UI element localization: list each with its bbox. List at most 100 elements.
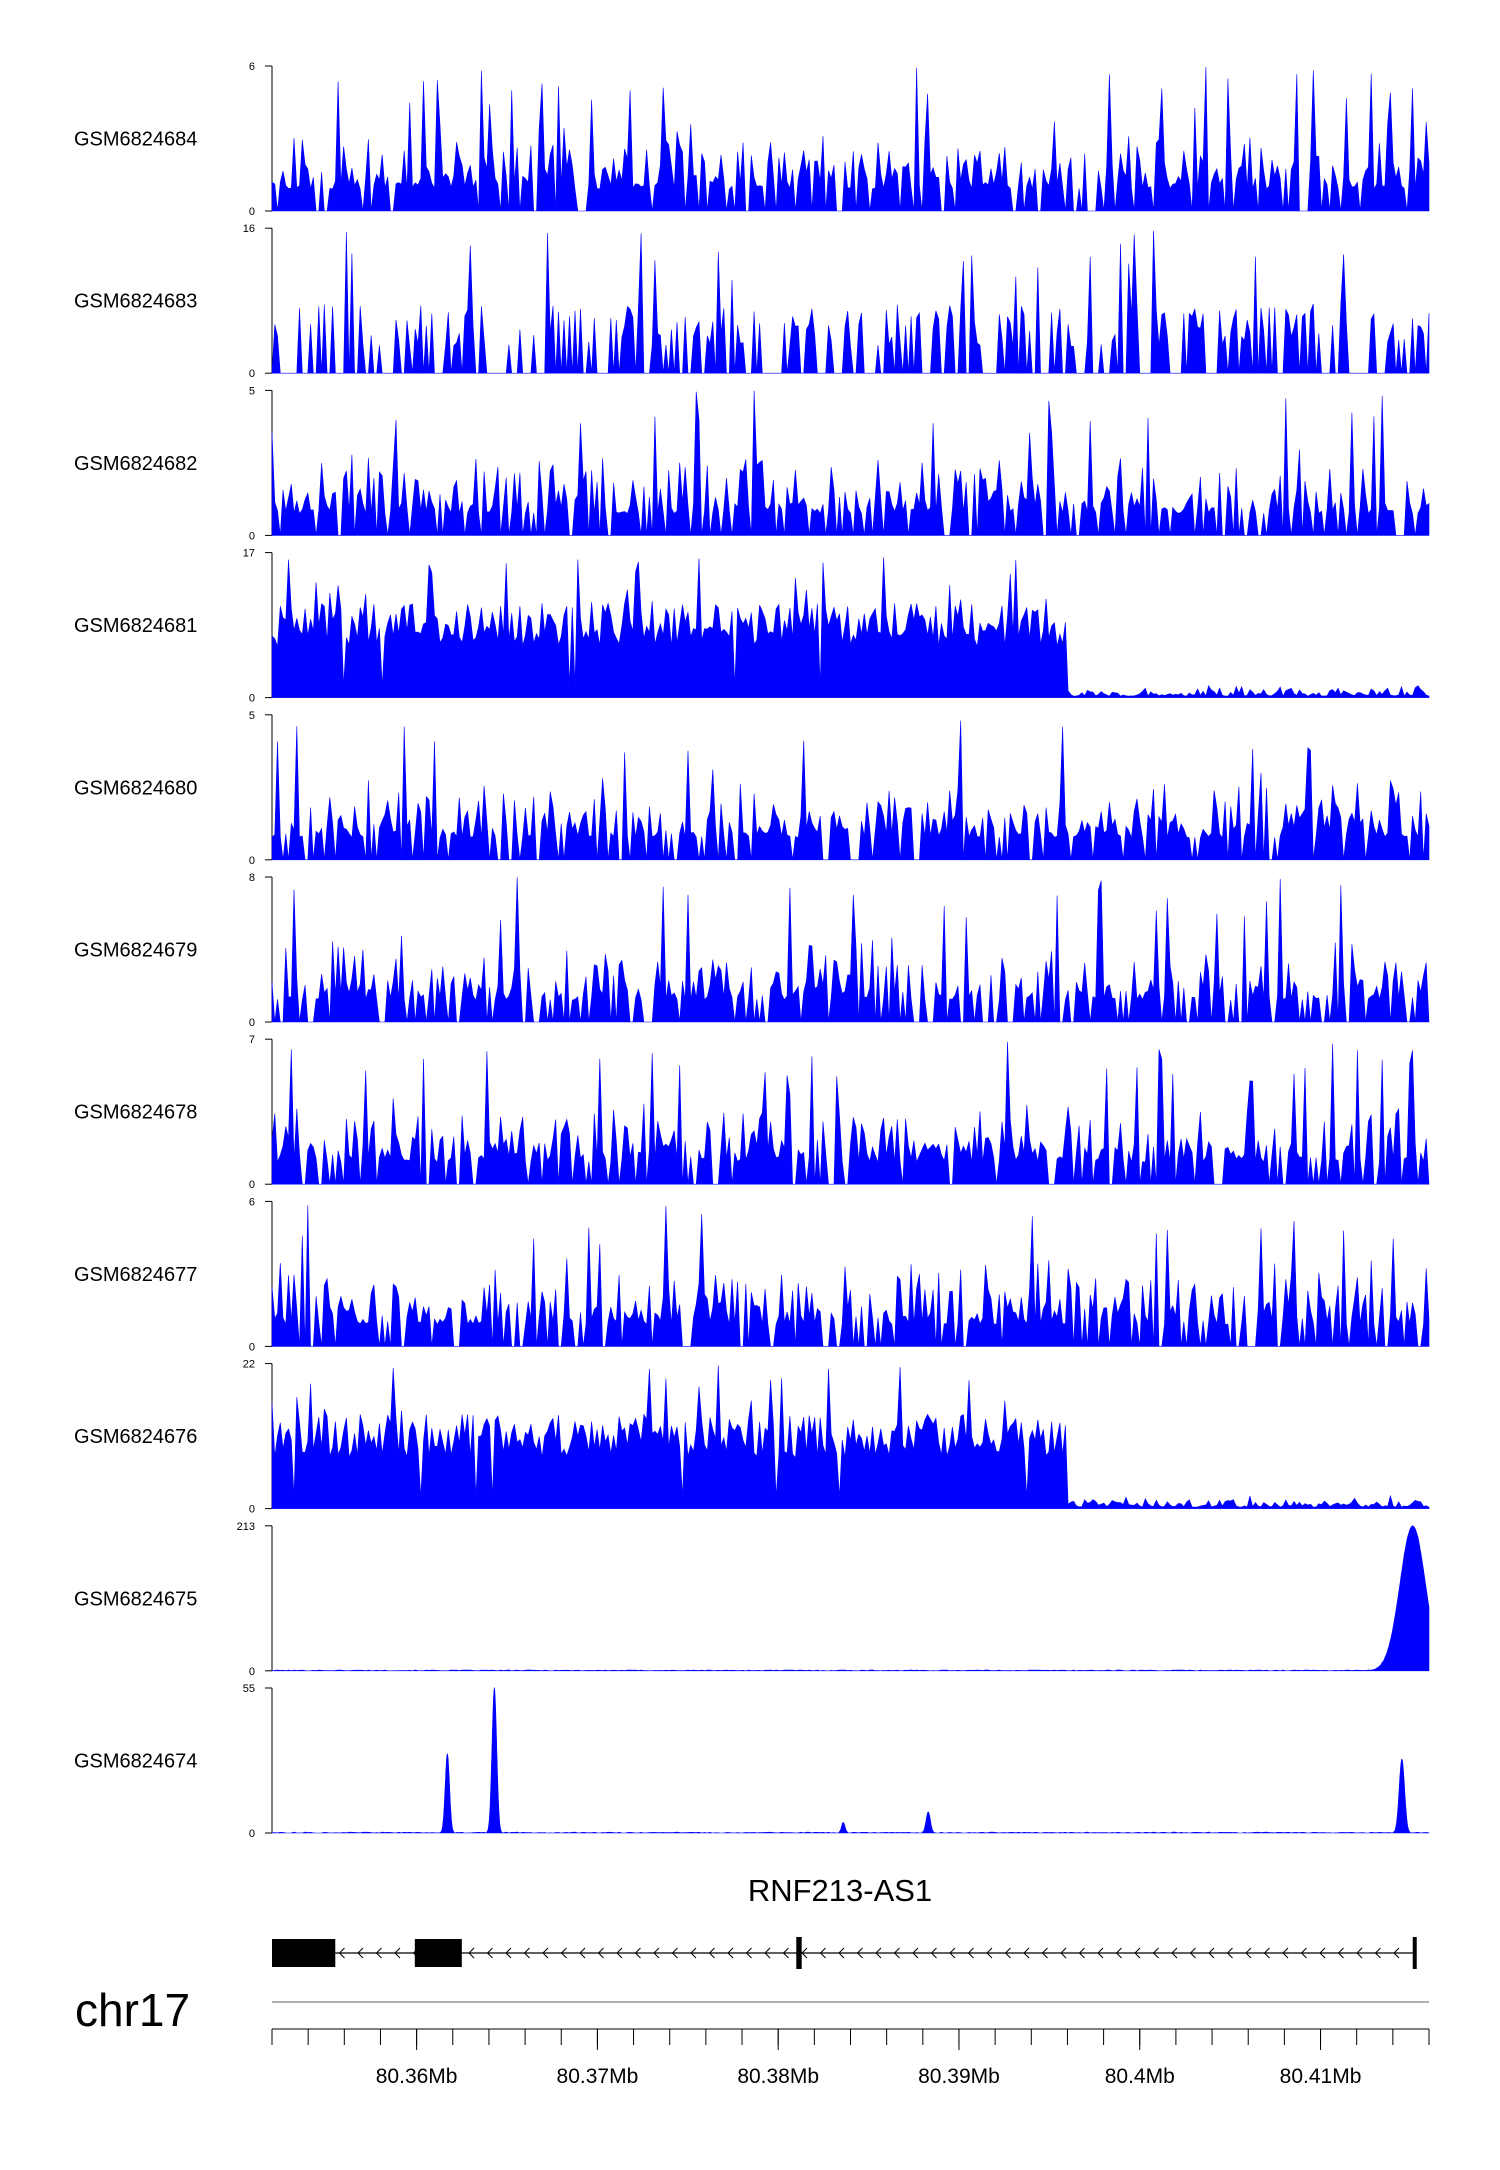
strand-arrow <box>764 1947 771 1959</box>
strand-arrow <box>708 1947 715 1959</box>
y-axis-min-label: 0 <box>249 530 255 542</box>
strand-arrow <box>782 1947 789 1959</box>
strand-arrow <box>634 1947 641 1959</box>
tick-label: 80.38Mb <box>737 2065 819 2088</box>
strand-arrow <box>986 1947 993 1959</box>
track-label: GSM6824674 <box>74 1751 197 1773</box>
strand-arrow <box>912 1947 919 1959</box>
y-axis-max-label: 7 <box>249 1034 255 1046</box>
strand-arrow <box>1319 1947 1326 1959</box>
tick-label: 80.41Mb <box>1280 2065 1362 2088</box>
strand-arrow <box>1134 1947 1141 1959</box>
track-GSM6824676: GSM6824676 22 0 <box>74 1359 1430 1516</box>
strand-arrow <box>375 1947 382 1959</box>
y-axis-max-label: 6 <box>249 61 255 73</box>
signal-area <box>271 66 1430 212</box>
track-GSM6824683: GSM6824683 16 0 <box>74 223 1430 380</box>
strand-arrow <box>394 1947 401 1959</box>
track-label: GSM6824680 <box>74 777 197 799</box>
track-label: GSM6824679 <box>74 940 197 962</box>
track-GSM6824679: GSM6824679 8 0 <box>74 872 1430 1029</box>
strand-arrow <box>1337 1947 1344 1959</box>
gene-name-label: RNF213-AS1 <box>748 1873 932 1908</box>
strand-arrow <box>653 1947 660 1959</box>
strand-arrow <box>1023 1947 1030 1959</box>
strand-arrow <box>523 1947 530 1959</box>
track-label: GSM6824683 <box>74 291 197 313</box>
track-GSM6824678: GSM6824678 7 0 <box>74 1034 1430 1191</box>
y-axis-min-label: 0 <box>249 693 255 705</box>
strand-arrow <box>1263 1947 1270 1959</box>
y-axis-max-label: 16 <box>243 223 255 235</box>
strand-arrow <box>1115 1947 1122 1959</box>
strand-arrow <box>338 1947 345 1959</box>
strand-arrow <box>930 1947 937 1959</box>
signal-area <box>271 1686 1430 1834</box>
strand-arrow <box>597 1947 604 1959</box>
y-axis-min-label: 0 <box>249 206 255 218</box>
strand-arrow <box>616 1947 623 1959</box>
track-label: GSM6824684 <box>74 129 197 151</box>
strand-arrow <box>1245 1947 1252 1959</box>
track-label: GSM6824676 <box>74 1426 197 1448</box>
strand-arrow <box>671 1947 678 1959</box>
signal-area <box>271 390 1430 536</box>
track-label: GSM6824682 <box>74 453 197 475</box>
strand-arrow <box>893 1947 900 1959</box>
strand-arrow <box>542 1947 549 1959</box>
y-axis-max-label: 5 <box>249 710 255 722</box>
y-axis-min-label: 0 <box>249 368 255 380</box>
track-label: GSM6824678 <box>74 1102 197 1124</box>
gene-exon <box>796 1937 802 1969</box>
strand-arrow <box>1356 1947 1363 1959</box>
strand-arrow <box>1189 1947 1196 1959</box>
strand-arrow <box>579 1947 586 1959</box>
strand-arrow <box>690 1947 697 1959</box>
y-axis-max-label: 5 <box>249 385 255 397</box>
signal-area <box>271 1205 1430 1347</box>
gene-exon <box>414 1939 462 1967</box>
strand-arrow <box>1226 1947 1233 1959</box>
strand-arrow <box>357 1947 364 1959</box>
strand-arrow <box>1208 1947 1215 1959</box>
strand-arrow <box>1078 1947 1085 1959</box>
signal-area <box>271 1365 1430 1509</box>
strand-arrow <box>727 1947 734 1959</box>
y-axis-max-label: 17 <box>243 548 255 560</box>
strand-arrow <box>838 1947 845 1959</box>
strand-arrow <box>875 1947 882 1959</box>
signal-area <box>271 230 1430 374</box>
signal-area <box>271 557 1430 698</box>
strand-arrow <box>560 1947 567 1959</box>
signal-area <box>271 877 1430 1023</box>
y-axis-min-label: 0 <box>249 1828 255 1840</box>
strand-arrow <box>1393 1947 1400 1959</box>
track-GSM6824682: GSM6824682 5 0 <box>74 385 1430 542</box>
strand-arrow <box>856 1947 863 1959</box>
chromosome-axis: chr17 80.36Mb 80.37Mb 80.38Mb 80.39Mb 80.4Mb… <box>75 1984 1430 2088</box>
signal-tracks: GSM682468460GSM6824683160GSM682468250GSM… <box>74 61 1430 1840</box>
gene-annotation-track: RNF213-AS1 <box>272 1873 1417 1969</box>
y-axis-min-label: 0 <box>249 1179 255 1191</box>
strand-arrow <box>967 1947 974 1959</box>
strand-arrow <box>949 1947 956 1959</box>
gene-exon <box>1412 1937 1417 1969</box>
strand-arrow <box>819 1947 826 1959</box>
strand-arrow <box>505 1947 512 1959</box>
strand-arrow <box>1041 1947 1048 1959</box>
track-label: GSM6824681 <box>74 615 197 637</box>
strand-arrow <box>1004 1947 1011 1959</box>
y-axis-max-label: 6 <box>249 1196 255 1208</box>
strand-arrow <box>1300 1947 1307 1959</box>
strand-arrow <box>801 1947 808 1959</box>
y-axis-min-label: 0 <box>249 1341 255 1353</box>
strand-arrow <box>1060 1947 1067 1959</box>
strand-arrow <box>486 1947 493 1959</box>
tick-label: 80.39Mb <box>918 2065 1000 2088</box>
track-GSM6824684: GSM6824684 6 0 <box>74 61 1430 218</box>
y-axis-min-label: 0 <box>249 1666 255 1678</box>
gene-exon <box>272 1939 336 1967</box>
strand-arrow <box>468 1947 475 1959</box>
y-axis-min-label: 0 <box>249 855 255 867</box>
